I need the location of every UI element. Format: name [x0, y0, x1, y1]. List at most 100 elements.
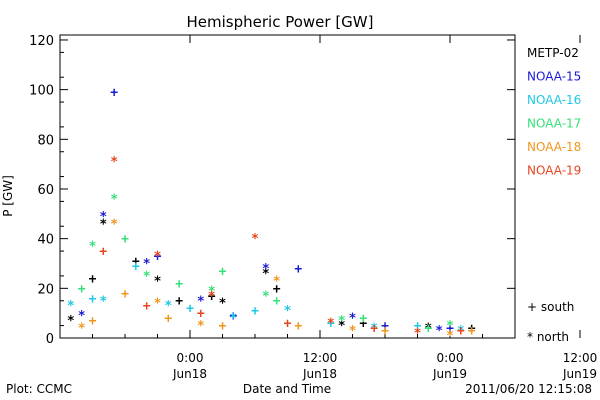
- data-point-south: +: [89, 272, 97, 287]
- data-point-south: +: [359, 317, 367, 332]
- data-point-north: *: [219, 297, 227, 312]
- data-point-north: *: [338, 314, 346, 329]
- data-point-north: *: [262, 262, 270, 277]
- data-point-south: +: [121, 287, 129, 302]
- x-tick-date-label: Jun19: [432, 367, 467, 381]
- legend-symbol-label: * north: [527, 330, 569, 344]
- data-point-north: *: [262, 289, 270, 304]
- data-point-south: +: [327, 317, 335, 332]
- data-point-south: +: [89, 292, 97, 307]
- chart-title: Hemispheric Power [GW]: [187, 13, 374, 31]
- x-axis: 0:00Jun1812:00Jun180:00Jun1912:00Jun190:…: [59, 35, 598, 381]
- data-point-north: *: [349, 312, 357, 327]
- y-tick-label: 40: [37, 233, 54, 248]
- y-tick-label: 60: [37, 183, 54, 198]
- data-point-south: +: [251, 304, 259, 319]
- legend: METP-02 NOAA-15 NOAA-16 NOAA-17 NOAA-18 NOAA-…: [527, 46, 581, 344]
- data-point-south: +: [110, 86, 118, 101]
- data-point-north: *: [424, 322, 432, 337]
- data-point-south: +: [154, 250, 162, 265]
- data-point-south: +: [294, 319, 302, 334]
- data-point-south: +: [457, 324, 465, 339]
- data-points: +++ + ++ +****** *+++++ +*******+++ ++ +* * ** ** *…: [67, 86, 476, 344]
- y-tick-label: 20: [37, 282, 54, 297]
- data-point-north: *: [110, 217, 118, 232]
- y-axis: 0 20 40 60 80 100 120: [29, 34, 515, 347]
- data-point-north: *: [67, 314, 75, 329]
- data-point-north: *: [284, 304, 292, 319]
- data-point-south: +: [164, 312, 172, 327]
- data-point-north: *: [435, 324, 443, 339]
- legend-series-label: NOAA-19: [527, 164, 581, 178]
- data-point-south: +: [175, 294, 183, 309]
- data-point-south: +: [284, 317, 292, 332]
- legend-series-label: NOAA-17: [527, 117, 581, 131]
- data-point-north: *: [164, 299, 172, 314]
- data-point-north: *: [229, 312, 237, 327]
- legend-series-label: NOAA-16: [527, 93, 581, 107]
- data-point-south: +: [273, 294, 281, 309]
- data-point-north: *: [110, 155, 118, 170]
- y-tick-label: 120: [29, 34, 54, 49]
- x-tick-time-label: 0:00: [437, 351, 464, 365]
- data-point-south: +: [414, 319, 422, 334]
- data-point-north: *: [197, 294, 205, 309]
- data-point-south: +: [381, 324, 389, 339]
- data-point-north: *: [99, 217, 107, 232]
- data-point-south: +: [468, 322, 476, 337]
- data-point-south: +: [99, 245, 107, 260]
- data-point-north: *: [154, 274, 162, 289]
- data-point-south: +: [208, 289, 216, 304]
- data-point-south: +: [132, 259, 140, 274]
- x-tick-date-label: Jun18: [302, 367, 337, 381]
- data-point-south: +: [186, 302, 194, 317]
- legend-series-label: METP-02: [527, 46, 579, 60]
- data-point-north: *: [208, 289, 216, 304]
- data-point-south: +: [121, 232, 129, 247]
- plot-credit: Plot: CCMC: [6, 382, 72, 396]
- data-point-south: +: [468, 324, 476, 339]
- data-point-south: +: [229, 309, 237, 324]
- data-point-south: +: [78, 282, 86, 297]
- data-point-north: *: [197, 319, 205, 334]
- data-point-south: +: [197, 307, 205, 322]
- data-point-north: *: [273, 274, 281, 289]
- x-tick-time-label: 12:00: [303, 351, 338, 365]
- data-point-north: *: [446, 319, 454, 334]
- legend-series-label: NOAA-15: [527, 70, 581, 84]
- data-point-north: *: [208, 284, 216, 299]
- legend-series-label: NOAA-18: [527, 140, 581, 154]
- data-point-south: +: [370, 322, 378, 337]
- x-axis-label: Date and Time: [243, 382, 331, 396]
- data-point-south: +: [424, 322, 432, 337]
- x-tick-date-label: Jun19: [562, 367, 597, 381]
- data-point-north: *: [414, 327, 422, 342]
- data-point-north: *: [78, 309, 86, 324]
- data-point-south: +: [446, 322, 454, 337]
- data-point-north: *: [99, 210, 107, 225]
- data-point-north: *: [110, 192, 118, 207]
- data-point-south: +: [89, 314, 97, 329]
- data-point-north: *: [457, 324, 465, 339]
- data-point-north: *: [154, 250, 162, 265]
- data-point-south: +: [294, 262, 302, 277]
- data-point-south: +: [175, 277, 183, 292]
- data-point-south: +: [273, 282, 281, 297]
- timestamp: 2011/06/20 12:15:08: [465, 382, 592, 396]
- data-point-north: *: [143, 257, 151, 272]
- data-point-north: *: [143, 269, 151, 284]
- data-point-north: *: [446, 329, 454, 344]
- legend-symbol-label: + south: [527, 300, 574, 314]
- y-tick-label: 80: [37, 133, 54, 148]
- data-point-north: *: [251, 232, 259, 247]
- data-point-north: *: [349, 324, 357, 339]
- data-point-north: *: [99, 294, 107, 309]
- data-point-south: +: [219, 319, 227, 334]
- data-point-north: *: [327, 317, 335, 332]
- data-point-south: +: [143, 299, 151, 314]
- x-tick-date-label: Jun18: [172, 367, 207, 381]
- data-point-north: *: [67, 299, 75, 314]
- x-tick-time-label: 0:00: [177, 351, 204, 365]
- x-tick-time-label: 12:00: [563, 351, 598, 365]
